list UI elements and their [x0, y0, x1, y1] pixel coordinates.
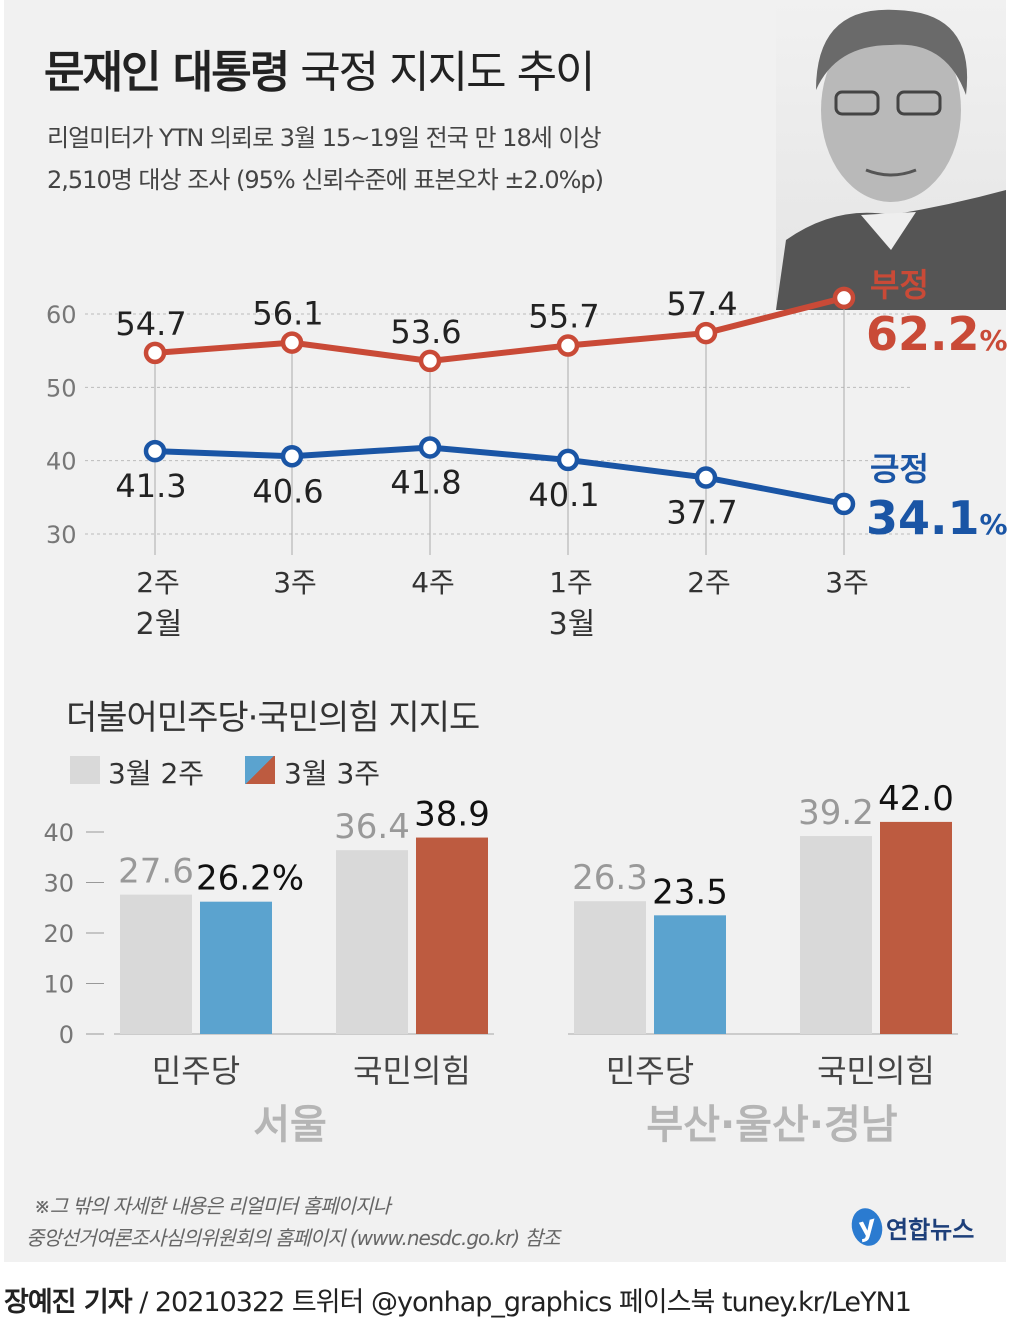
series-name-label: 긍정	[870, 450, 929, 488]
final-value-label: 34.1%	[866, 491, 1008, 545]
data-point	[556, 334, 580, 357]
credit-line: 장예진 기자 / 20210322 트위터 @yonhap_graphics 페…	[4, 1287, 912, 1318]
data-label: 55.7	[528, 298, 599, 336]
series-line-positive	[154, 444, 845, 507]
page-title: 문재인 대통령 국정 지지도 추이	[44, 47, 596, 98]
data-label: 37.7	[666, 494, 737, 532]
data-point	[418, 349, 442, 373]
bar-y-tick-label: 10	[43, 971, 74, 999]
party-label: 국민의힘	[353, 1052, 471, 1090]
data-label: 56.1	[252, 295, 323, 333]
legend-swatch-prev	[70, 756, 100, 784]
subtitle-line1: 리얼미터가 YTN 의뢰로 3월 15~19일 전국 만 18세 이상	[47, 124, 602, 152]
bar	[880, 821, 952, 1034]
bar-value-label: 23.5	[652, 872, 728, 912]
bar-y-tick-label: 20	[43, 920, 74, 948]
y-tick-label: 50	[46, 374, 77, 402]
bar-y-tick-label: 40	[43, 819, 74, 847]
x-tick-label: 1주	[549, 566, 593, 599]
x-tick-label: 4주	[411, 566, 455, 599]
month-label: 3월	[549, 607, 596, 642]
unit-label: %	[980, 508, 1008, 541]
data-point	[418, 436, 442, 459]
data-label: 41.3	[115, 467, 186, 505]
data-point	[694, 321, 718, 345]
bar-value-label: 26.2%	[196, 859, 304, 899]
bar-y-tick-label: 30	[43, 870, 74, 898]
region-label: 서울	[253, 1102, 327, 1148]
bar-y-tick-label: 0	[59, 1021, 74, 1049]
data-point	[143, 439, 167, 463]
bar-value-label: 36.4	[334, 807, 410, 847]
series-line-negative	[154, 294, 845, 364]
month-label: 2월	[136, 607, 183, 642]
x-tick-label: 3주	[825, 566, 869, 599]
data-point	[280, 331, 304, 354]
party-label: 국민의힘	[817, 1052, 935, 1090]
bar	[800, 836, 872, 1034]
x-tick-label: 2주	[687, 566, 731, 599]
data-point	[143, 341, 167, 365]
yonhap-logo: y 연합뉴스	[847, 1204, 974, 1250]
bar-value-label: 26.3	[572, 858, 648, 898]
bar	[336, 850, 408, 1034]
final-value-label: 62.2%	[866, 307, 1008, 361]
series-name-label: 부정	[870, 266, 929, 304]
data-label: 54.7	[115, 305, 186, 343]
bar	[200, 901, 272, 1034]
data-point	[694, 466, 718, 489]
bar	[574, 901, 646, 1034]
y-tick-label: 60	[46, 301, 77, 329]
region-label: 부산·울산·경남	[646, 1102, 897, 1148]
data-point	[832, 286, 856, 310]
x-tick-label: 3주	[273, 566, 317, 599]
data-point	[556, 448, 580, 472]
president-portrait	[776, 0, 1006, 310]
legend-label-prev: 3월 2주	[108, 757, 205, 790]
data-point	[280, 445, 304, 468]
footnote-line2: 중앙선거여론조사심의위원회의 홈페이지 (www.nesdc.go.kr) 참조	[26, 1226, 560, 1250]
data-label: 40.1	[528, 476, 599, 514]
x-tick-label: 2주	[136, 566, 180, 599]
unit-label: %	[980, 324, 1008, 357]
party-label: 민주당	[152, 1052, 240, 1090]
y-tick-label: 40	[46, 448, 77, 476]
bar-value-label: 38.9	[414, 795, 490, 835]
data-label: 57.4	[666, 285, 737, 323]
data-label: 53.6	[390, 313, 461, 351]
bar-chart-title: 더불어민주당·국민의힘 지지도	[66, 698, 480, 738]
bar	[416, 837, 488, 1034]
bar-value-label: 27.6	[118, 852, 194, 892]
subtitle-line2: 2,510명 대상 조사 (95% 신뢰수준에 표본오차 ±2.0%p)	[47, 166, 604, 194]
bar	[654, 915, 726, 1034]
data-point	[832, 492, 856, 516]
footnote-line1: ※그 밖의 자세한 내용은 리얼미터 홈페이지나	[34, 1194, 391, 1218]
legend-swatch-current	[245, 756, 275, 784]
legend-label-current: 3월 3주	[284, 757, 381, 790]
y-tick-label: 30	[46, 521, 77, 549]
bar	[120, 894, 192, 1034]
bar-value-label: 42.0	[878, 779, 954, 819]
bar-value-label: 39.2	[798, 793, 874, 833]
data-label: 41.8	[390, 463, 461, 501]
yonhap-logo-icon: y	[847, 1204, 887, 1250]
data-label: 40.6	[252, 472, 323, 510]
party-label: 민주당	[606, 1052, 694, 1090]
